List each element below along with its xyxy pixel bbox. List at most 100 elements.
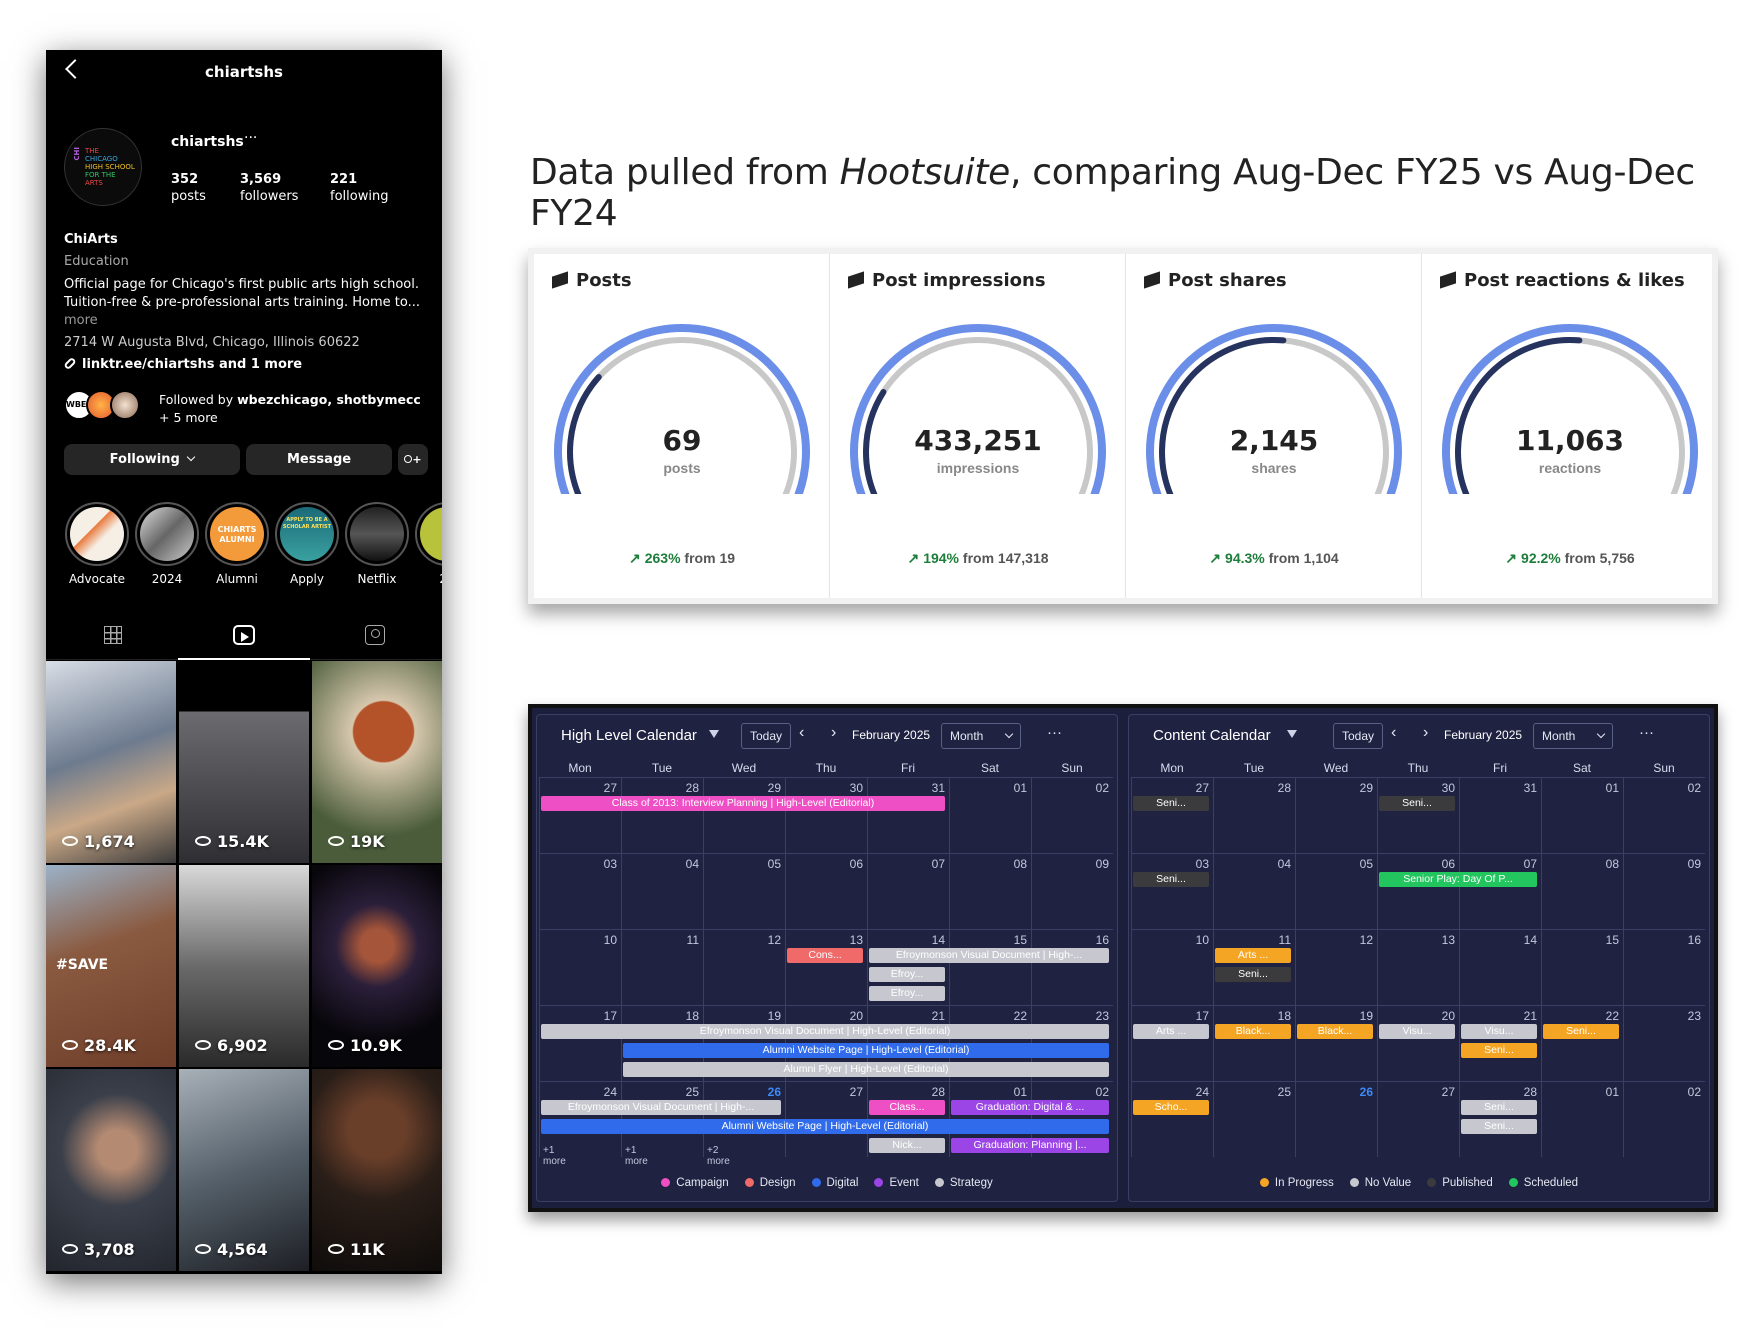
reel-tile[interactable]: 15.4K xyxy=(179,661,309,863)
profile-avatar[interactable]: CHI THE CHICAGO HIGH SCHOOL FOR THE ARTS xyxy=(64,128,142,206)
calendar-day-cell[interactable]: 28 xyxy=(621,777,703,853)
reel-tile[interactable]: 6,902 xyxy=(179,865,309,1067)
calendar-event[interactable]: Efroy... xyxy=(869,986,945,1001)
calendar-day-cell[interactable]: 19 xyxy=(1295,1005,1377,1081)
calendar-event[interactable]: Efroymonson Visual Document | High-... xyxy=(541,1100,781,1115)
stat-followers[interactable]: 3,569 followers xyxy=(240,172,299,204)
calendar-event[interactable]: Seni... xyxy=(1215,967,1291,982)
calendar-day-cell[interactable]: 08 xyxy=(949,853,1031,929)
highlight-netflix[interactable]: Netflix xyxy=(342,502,412,586)
calendar-event[interactable]: Cons... xyxy=(787,948,863,963)
calendar-day-cell[interactable]: 12 xyxy=(1295,929,1377,1005)
calendar-day-cell[interactable]: 15 xyxy=(949,929,1031,1005)
calendar-event[interactable]: Visu... xyxy=(1461,1024,1537,1039)
filter-icon[interactable] xyxy=(1287,730,1297,738)
calendar-day-cell[interactable]: 02 xyxy=(1623,1081,1705,1157)
calendar-day-cell[interactable]: 04 xyxy=(1213,853,1295,929)
calendar-day-cell[interactable]: 02 xyxy=(1623,777,1705,853)
calendar-day-cell[interactable]: 03 xyxy=(1131,853,1213,929)
calendar-event[interactable]: Black... xyxy=(1297,1024,1373,1039)
calendar-day-cell[interactable]: 26 xyxy=(1295,1081,1377,1157)
calendar-day-cell[interactable]: 06 xyxy=(1377,853,1459,929)
calendar-day-cell[interactable]: 29 xyxy=(1295,777,1377,853)
highlight-alumni[interactable]: CHIARTS ALUMNI Alumni xyxy=(202,502,272,586)
calendar-event[interactable]: Scho... xyxy=(1133,1100,1209,1115)
calendar-day-cell[interactable]: 21 xyxy=(1459,1005,1541,1081)
prev-month-icon[interactable]: ‹ xyxy=(1391,724,1397,741)
calendar-event[interactable]: Efroymonson Visual Document | High-... xyxy=(869,948,1109,963)
message-button[interactable]: Message xyxy=(246,444,392,475)
calendar-day-cell[interactable]: 07 xyxy=(867,853,949,929)
calendar-event[interactable]: Efroy... xyxy=(869,967,945,982)
highlight-2024[interactable]: 2024 xyxy=(132,502,202,586)
next-month-icon[interactable]: › xyxy=(831,724,837,741)
calendar-day-cell[interactable]: 04 xyxy=(621,853,703,929)
more-options-icon[interactable]: ··· xyxy=(1047,724,1062,741)
calendar-day-cell[interactable]: 27 xyxy=(1131,777,1213,853)
calendar-day-cell[interactable]: 16 xyxy=(1031,929,1113,1005)
view-select[interactable]: Month xyxy=(1533,723,1613,749)
bio-more-link[interactable]: more xyxy=(64,313,98,328)
calendar-day-cell[interactable]: 15 xyxy=(1541,929,1623,1005)
calendar-day-cell[interactable]: 03 xyxy=(539,853,621,929)
calendar-day-cell[interactable]: 28 xyxy=(1213,777,1295,853)
calendar-event[interactable]: Senior Play: Day Of P... xyxy=(1379,872,1537,887)
reel-tile[interactable]: 19K xyxy=(312,661,442,863)
calendar-event[interactable]: Seni... xyxy=(1461,1043,1537,1058)
calendar-event[interactable]: Alumni Flyer | High-Level (Editorial) xyxy=(623,1062,1109,1077)
profile-link[interactable]: linktr.ee/chiartshs and 1 more xyxy=(63,356,302,372)
calendar-event[interactable]: Alumni Website Page | High-Level (Editor… xyxy=(623,1043,1109,1058)
reel-tile[interactable]: 3,708 xyxy=(46,1069,176,1271)
calendar-day-cell[interactable]: 25 xyxy=(1213,1081,1295,1157)
calendar-day-cell[interactable]: 07 xyxy=(1459,853,1541,929)
reel-tile[interactable]: 1,674 xyxy=(46,661,176,863)
calendar-event[interactable]: Seni... xyxy=(1461,1100,1537,1115)
calendar-event[interactable]: Arts ... xyxy=(1215,948,1291,963)
calendar-event[interactable]: Seni... xyxy=(1461,1119,1537,1134)
calendar-day-cell[interactable]: 22 xyxy=(1541,1005,1623,1081)
calendar-day-cell[interactable]: 16 xyxy=(1623,929,1705,1005)
calendar-day-cell[interactable]: 08 xyxy=(1541,853,1623,929)
more-options-icon[interactable]: ··· xyxy=(244,130,258,146)
calendar-day-cell[interactable]: 24 xyxy=(539,1081,621,1157)
calendar-day-cell[interactable]: 12 xyxy=(703,929,785,1005)
calendar-day-cell[interactable]: 29 xyxy=(703,777,785,853)
reel-tile[interactable]: 11K xyxy=(312,1069,442,1271)
filter-icon[interactable] xyxy=(709,730,719,738)
calendar-day-cell[interactable]: 28 xyxy=(1459,1081,1541,1157)
calendar-day-cell[interactable]: 10 xyxy=(539,929,621,1005)
calendar-event[interactable]: Class of 2013: Interview Planning | High… xyxy=(541,796,945,811)
calendar-event[interactable]: Alumni Website Page | High-Level (Editor… xyxy=(541,1119,1109,1134)
prev-month-icon[interactable]: ‹ xyxy=(799,724,805,741)
followed-by-text[interactable]: Followed by wbezchicago, shotbymecc + 5 m… xyxy=(159,392,421,425)
add-user-icon[interactable]: + xyxy=(398,444,428,475)
calendar-day-cell[interactable]: 01 xyxy=(949,777,1031,853)
calendar-day-cell[interactable]: 11 xyxy=(621,929,703,1005)
calendar-day-cell[interactable]: 20 xyxy=(1377,1005,1459,1081)
calendar-event[interactable]: Class... xyxy=(869,1100,945,1115)
highlight-20[interactable]: 20 xyxy=(412,502,442,586)
calendar-event[interactable]: Visu... xyxy=(1379,1024,1455,1039)
profile-address[interactable]: 2714 W Augusta Blvd, Chicago, Illinois 6… xyxy=(64,335,360,350)
calendar-day-cell[interactable]: 23 xyxy=(1623,1005,1705,1081)
today-button[interactable]: Today xyxy=(741,723,792,749)
calendar-event[interactable]: Efroymonson Visual Document | High-Level… xyxy=(541,1024,1109,1039)
calendar-day-cell[interactable]: 09 xyxy=(1031,853,1113,929)
calendar-day-cell[interactable]: 11 xyxy=(1213,929,1295,1005)
calendar-day-cell[interactable]: 13 xyxy=(785,929,867,1005)
calendar-event[interactable]: Nick... xyxy=(869,1138,945,1153)
calendar-day-cell[interactable]: 17 xyxy=(1131,1005,1213,1081)
reel-tile[interactable]: 4,564 xyxy=(179,1069,309,1271)
more-events-link[interactable]: +1 more xyxy=(543,1145,566,1167)
calendar-day-cell[interactable]: 24 xyxy=(1131,1081,1213,1157)
calendar-day-cell[interactable]: 05 xyxy=(703,853,785,929)
more-events-link[interactable]: +1 more xyxy=(625,1145,648,1167)
calendar-day-cell[interactable]: 02 xyxy=(1031,777,1113,853)
calendar-day-cell[interactable]: 01 xyxy=(1541,1081,1623,1157)
more-events-link[interactable]: +2 more xyxy=(707,1145,730,1167)
tab-tagged[interactable] xyxy=(310,610,442,660)
calendar-day-cell[interactable]: 06 xyxy=(785,853,867,929)
calendar-day-cell[interactable]: 05 xyxy=(1295,853,1377,929)
calendar-event[interactable]: Seni... xyxy=(1543,1024,1619,1039)
following-button[interactable]: Following xyxy=(64,444,240,475)
